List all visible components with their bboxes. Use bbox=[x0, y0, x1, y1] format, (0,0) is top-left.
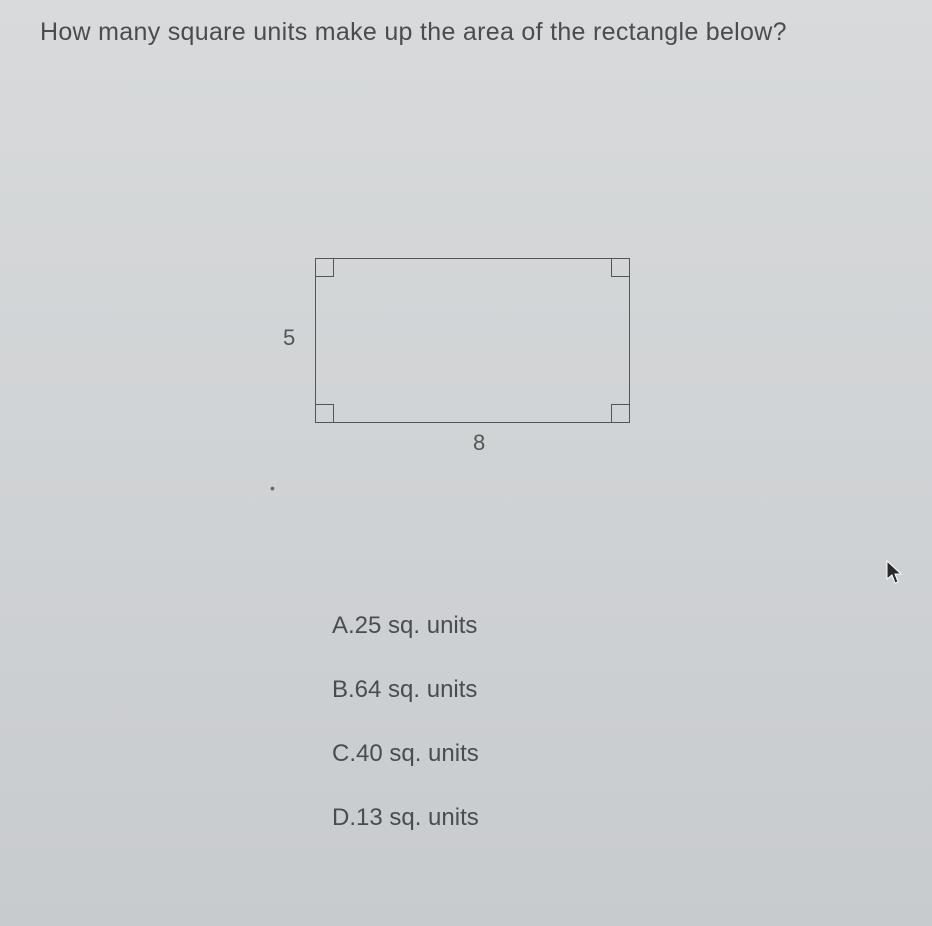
right-angle-mark-tl bbox=[316, 259, 334, 277]
decorative-dot: • bbox=[270, 480, 275, 496]
right-angle-mark-br bbox=[611, 404, 629, 422]
option-c[interactable]: C.40 sq. units bbox=[332, 740, 479, 768]
right-angle-mark-tr bbox=[611, 259, 629, 277]
cursor-icon bbox=[886, 560, 904, 586]
rectangle-diagram bbox=[315, 258, 630, 423]
option-a[interactable]: A.25 sq. units bbox=[332, 612, 479, 640]
right-angle-mark-bl bbox=[316, 404, 334, 422]
answer-options: A.25 sq. units B.64 sq. units C.40 sq. u… bbox=[332, 612, 479, 868]
question-text: How many square units make up the area o… bbox=[40, 18, 787, 47]
height-label: 5 bbox=[283, 325, 295, 351]
option-b[interactable]: B.64 sq. units bbox=[332, 676, 479, 704]
option-d[interactable]: D.13 sq. units bbox=[332, 804, 479, 832]
rectangle-shape bbox=[315, 258, 630, 423]
width-label: 8 bbox=[473, 430, 485, 456]
